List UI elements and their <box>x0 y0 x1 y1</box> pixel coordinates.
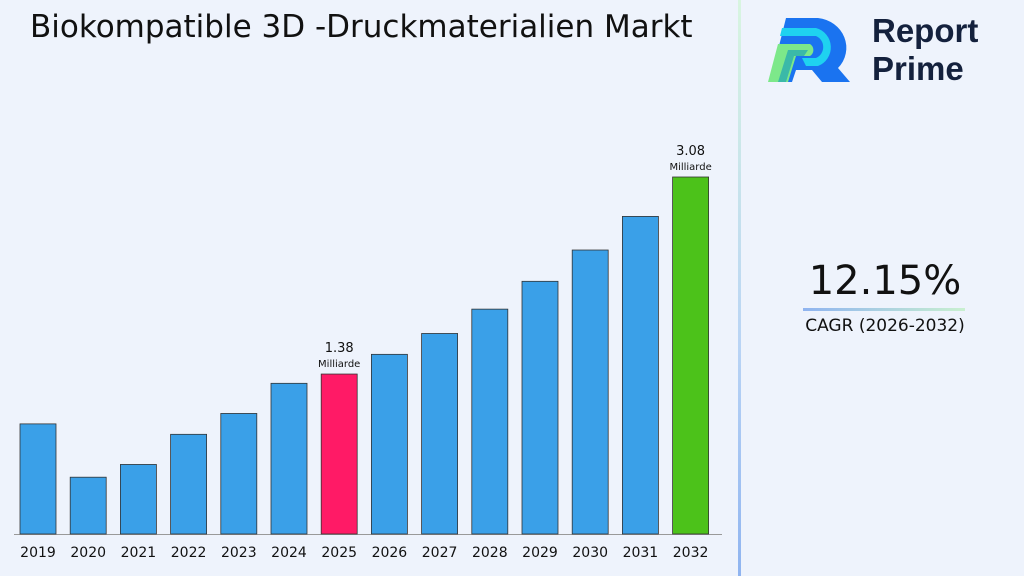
bar-2031 <box>622 216 659 535</box>
x-tick-label: 2027 <box>422 545 458 561</box>
bar-2029 <box>521 280 559 535</box>
x-tick-label: 2021 <box>121 545 157 561</box>
data-label-value: 1.38 <box>325 341 354 356</box>
cagr-underline <box>803 308 965 311</box>
brand-line2: Prime <box>872 50 964 87</box>
bar-2023 <box>220 413 258 535</box>
x-tick-label: 2030 <box>572 545 608 561</box>
x-tick-label: 2026 <box>372 545 408 561</box>
report-prime-logo-icon <box>768 18 850 82</box>
bar-2022 <box>170 433 208 535</box>
bar-2027 <box>421 333 459 535</box>
data-label-value: 3.08 <box>676 144 705 159</box>
x-tick-label: 2025 <box>321 545 357 561</box>
bar-2026 <box>370 353 408 535</box>
bar-2032 <box>672 176 709 535</box>
bar-2025 <box>320 373 358 535</box>
brand-line1: Report <box>872 12 979 49</box>
x-tick-label: 2022 <box>171 545 207 561</box>
cagr-label: CAGR (2026-2032) <box>805 316 965 336</box>
bar-2021 <box>120 464 157 535</box>
x-tick-label: 2028 <box>472 545 508 561</box>
x-tick-label: 2029 <box>522 545 558 561</box>
bar-2019 <box>19 423 57 535</box>
bar-chart: 2019 2020 2021 2022 2023 2024 2025 1.38 Milliard… <box>14 144 722 561</box>
x-tick-label: 2019 <box>20 545 56 561</box>
divider <box>738 0 741 576</box>
x-tick-label: 2020 <box>70 545 106 561</box>
x-tick-label: 2031 <box>623 545 659 561</box>
x-tick-label: 2032 <box>673 545 709 561</box>
bar-2028 <box>471 308 509 535</box>
bar-2030 <box>571 249 609 535</box>
x-tick-label: 2023 <box>221 545 257 561</box>
data-label-unit: Milliarde <box>318 359 360 370</box>
x-tick-label: 2024 <box>271 545 307 561</box>
cagr-value: 12.15% <box>808 258 962 304</box>
bar-2020 <box>69 476 107 535</box>
data-label-unit: Milliarde <box>669 162 711 173</box>
chart-title: Biokompatible 3D -Druckmaterialien Markt <box>30 9 693 45</box>
bar-2024 <box>270 382 308 535</box>
